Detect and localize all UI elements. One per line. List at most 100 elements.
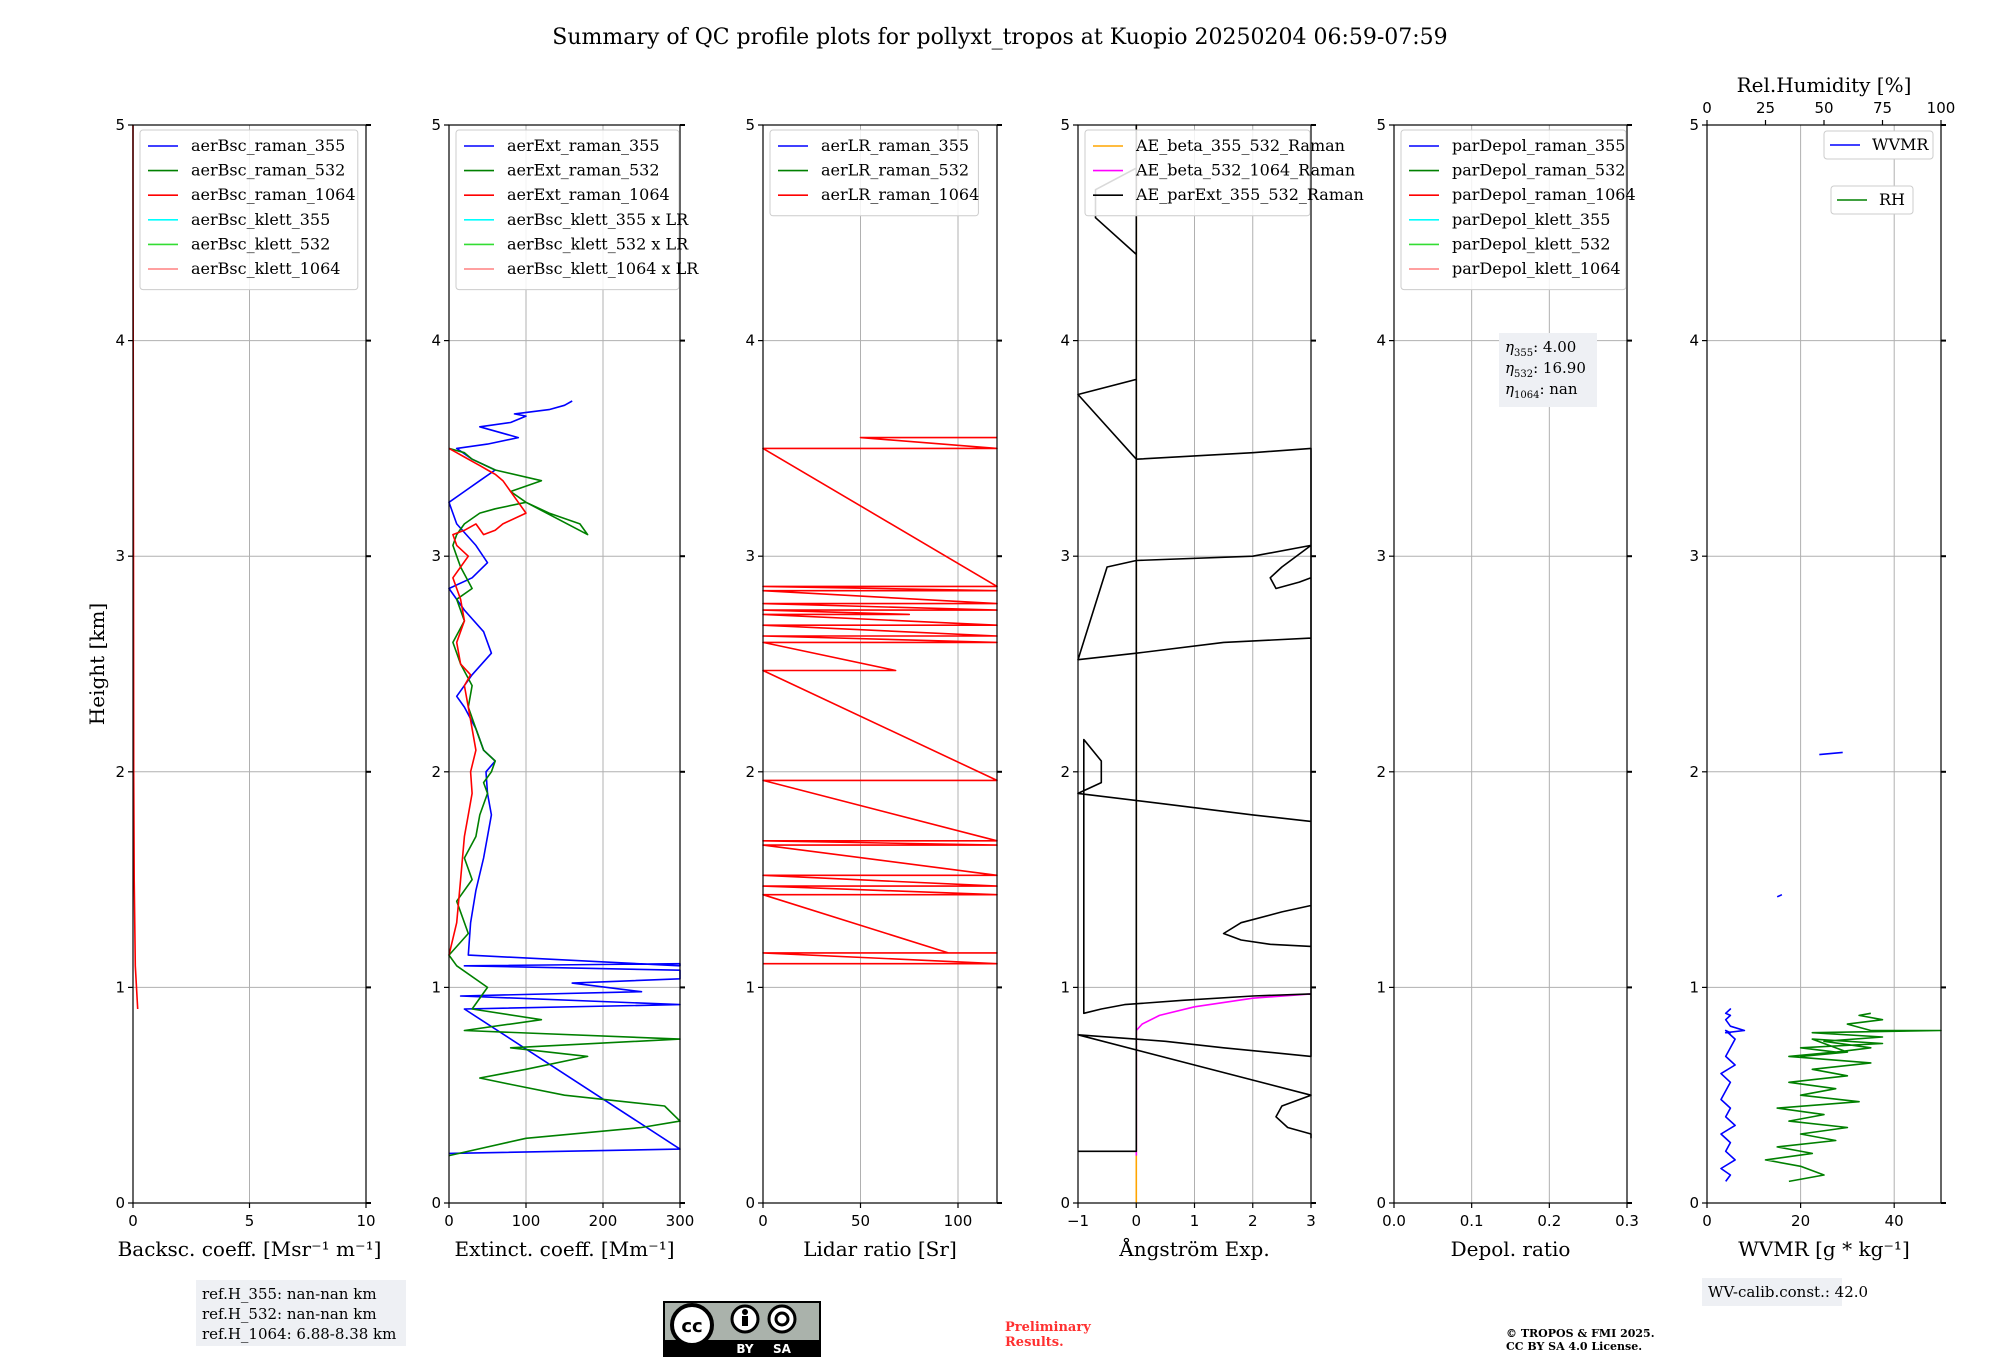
ytick-label-2: 2 bbox=[1376, 763, 1386, 781]
sa-icon bbox=[767, 1304, 797, 1334]
xtick-label-1: 20 bbox=[1791, 1212, 1810, 1230]
ytick-label-0: 0 bbox=[1689, 1194, 1699, 1212]
x-axis-label: Extinct. coeff. [Mm⁻¹] bbox=[454, 1237, 674, 1261]
ytick-label-5: 5 bbox=[1060, 116, 1070, 134]
legend-box-0 bbox=[1823, 130, 1934, 160]
xtick-label-3: 300 bbox=[666, 1212, 695, 1230]
legend-label-5: parDepol_klett_1064 bbox=[1452, 259, 1621, 278]
preliminary-line-2: Results. bbox=[1005, 1335, 1064, 1350]
xtick-label-3: 0.3 bbox=[1615, 1212, 1639, 1230]
ytick-label-2: 2 bbox=[431, 763, 441, 781]
ytick-label-4: 4 bbox=[431, 332, 441, 350]
by-icon-body bbox=[742, 1316, 748, 1326]
ytick-label-4: 4 bbox=[1060, 332, 1070, 350]
xtick-label-2: 100 bbox=[944, 1212, 973, 1230]
legend-label-4: parDepol_klett_532 bbox=[1452, 234, 1610, 253]
top-xtick-label-0: 0 bbox=[1702, 99, 1712, 117]
legend-label-3: parDepol_klett_355 bbox=[1452, 210, 1610, 229]
ytick-label-4: 4 bbox=[115, 332, 125, 350]
eta-line-0: η355: 4.00 bbox=[1505, 338, 1576, 359]
ytick-label-4: 4 bbox=[1376, 332, 1386, 350]
cc-license-badge[interactable]: cc BY SA bbox=[663, 1301, 821, 1357]
legend-label-3: aerBsc_klett_355 bbox=[191, 210, 330, 229]
panel-depolarization: 0 1 2 3 4 5 0.0 0.1 0.2 0.3 Depol. ratio parDepol_r… bbox=[1376, 116, 1638, 1261]
by-text: BY bbox=[736, 1342, 753, 1356]
legend-label-4: aerBsc_klett_532 x LR bbox=[507, 234, 689, 253]
xtick-label-3: 2 bbox=[1248, 1212, 1258, 1230]
legend-label-1: parDepol_raman_532 bbox=[1452, 161, 1625, 180]
legend: aerExt_raman_355 aerExt_raman_532 aerExt_r… bbox=[455, 129, 699, 291]
axes-frame bbox=[448, 124, 681, 1204]
eta-box bbox=[1499, 333, 1597, 407]
series-line-water-vapor-2 bbox=[1819, 751, 1843, 756]
eta-line-2: η1064: nan bbox=[1505, 380, 1578, 401]
legend-label-4: aerBsc_klett_532 bbox=[191, 234, 330, 253]
legend: aerBsc_raman_355 aerBsc_raman_532 aerBsc_r… bbox=[139, 129, 359, 291]
legend-label-2: aerLR_raman_1064 bbox=[821, 185, 979, 204]
ytick-label-5: 5 bbox=[115, 116, 125, 134]
series-line-water-vapor-3 bbox=[1764, 1012, 1942, 1183]
panel-extinction: 0 1 2 3 4 5 0 100 200 300 Extinct. coeff. [Mm⁻¹] ae… bbox=[431, 116, 699, 1261]
preliminary-line-1: Preliminary bbox=[1005, 1320, 1091, 1335]
copyright-line-1: © TROPOS & FMI 2025. bbox=[1506, 1327, 1655, 1340]
xtick-label-0: 0 bbox=[128, 1212, 138, 1230]
ytick-label-2: 2 bbox=[1060, 763, 1070, 781]
xtick-label-0: 0 bbox=[1702, 1212, 1712, 1230]
x-axis-label: WVMR [g * kg⁻¹] bbox=[1738, 1237, 1910, 1261]
legend-label-0: WVMR bbox=[1872, 135, 1929, 154]
ytick-label-5: 5 bbox=[745, 116, 755, 134]
legend: parDepol_raman_355 parDepol_raman_532 parD… bbox=[1400, 129, 1636, 291]
series-line-angstrom-1 bbox=[1135, 993, 1312, 1156]
legend: aerLR_raman_355 aerLR_raman_532 aerLR_rama… bbox=[769, 129, 979, 217]
series-line-extinction-1 bbox=[448, 447, 681, 1157]
legend-label-2: aerExt_raman_1064 bbox=[507, 185, 670, 204]
legend-label-1: aerExt_raman_532 bbox=[507, 161, 660, 180]
xtick-label-2: 0.2 bbox=[1537, 1212, 1561, 1230]
wv-calib-box: WV-calib.const.: 42.0 bbox=[1702, 1278, 1868, 1306]
legend-label-5: aerBsc_klett_1064 bbox=[191, 259, 340, 278]
legend-label-2: parDepol_raman_1064 bbox=[1452, 185, 1636, 204]
cc-icon bbox=[670, 1303, 714, 1347]
legend: WVMR RH bbox=[1823, 130, 1934, 215]
legend-box bbox=[1400, 129, 1627, 291]
refh-1064: ref.H_1064: 6.88-8.38 km bbox=[202, 1325, 396, 1343]
figure-title: Summary of QC profile plots for pollyxt_… bbox=[552, 25, 1447, 50]
top-xtick-label-1: 25 bbox=[1756, 99, 1775, 117]
ytick-label-0: 0 bbox=[745, 1194, 755, 1212]
legend-label-0: parDepol_raman_355 bbox=[1452, 136, 1625, 155]
xtick-label-1: 0 bbox=[1131, 1212, 1141, 1230]
panel-backscatter: 0 1 2 3 4 5 0 5 10 Backsc. coeff. [Msr⁻¹ m⁻¹] Heig… bbox=[85, 116, 381, 1261]
xtick-label-2: 40 bbox=[1885, 1212, 1904, 1230]
series-line-backscatter-2 bbox=[132, 125, 139, 1010]
xtick-label-2: 1 bbox=[1190, 1212, 1200, 1230]
legend-label-1: aerLR_raman_532 bbox=[821, 161, 969, 180]
legend-box-1 bbox=[1830, 185, 1914, 215]
ytick-label-3: 3 bbox=[745, 547, 755, 565]
ytick-label-2: 2 bbox=[1689, 763, 1699, 781]
x-axis-label: Ångström Exp. bbox=[1118, 1236, 1269, 1261]
sa-text: SA bbox=[773, 1342, 792, 1356]
xtick-label-0: 0 bbox=[444, 1212, 454, 1230]
xtick-label-2: 200 bbox=[589, 1212, 618, 1230]
ytick-label-2: 2 bbox=[745, 763, 755, 781]
legend-label-2: aerBsc_raman_1064 bbox=[191, 185, 356, 204]
legend-label-0: AE_beta_355_532_Raman bbox=[1135, 136, 1345, 155]
legend-label-0: aerExt_raman_355 bbox=[507, 136, 660, 155]
axes-frame bbox=[1393, 124, 1628, 1204]
ytick-label-1: 1 bbox=[115, 978, 125, 996]
ytick-label-5: 5 bbox=[1376, 116, 1386, 134]
legend-label-5: aerBsc_klett_1064 x LR bbox=[507, 259, 699, 278]
ytick-label-3: 3 bbox=[1376, 547, 1386, 565]
y-axis-label: Height [km] bbox=[85, 603, 109, 725]
ytick-label-1: 1 bbox=[1689, 978, 1699, 996]
ytick-label-1: 1 bbox=[1060, 978, 1070, 996]
legend-label-1: AE_beta_532_1064_Raman bbox=[1135, 161, 1355, 180]
ytick-label-0: 0 bbox=[115, 1194, 125, 1212]
by-icon-head bbox=[742, 1309, 748, 1315]
xtick-label-0: 0.0 bbox=[1382, 1212, 1406, 1230]
